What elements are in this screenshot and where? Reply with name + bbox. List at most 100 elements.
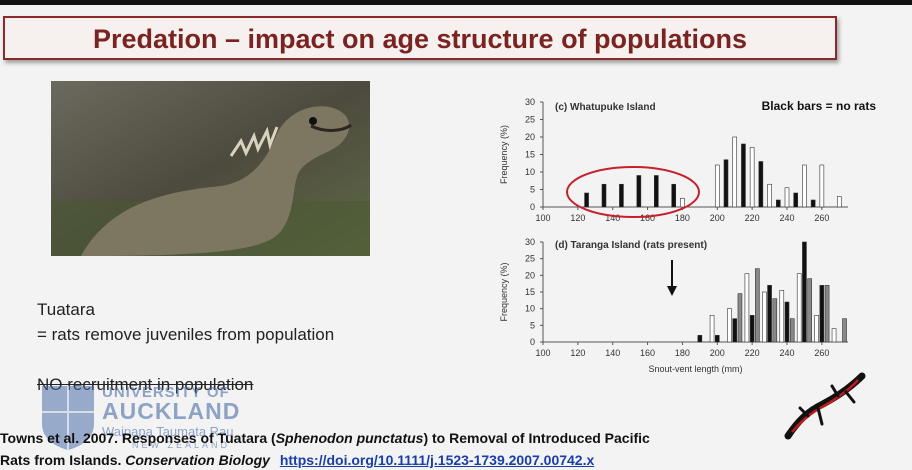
chart-title: (c) Whatupuke Island: [555, 102, 656, 113]
x-axis-label: Snout-vent length (mm): [648, 364, 742, 374]
bar: [810, 199, 816, 208]
x-tick-label: 260: [814, 213, 829, 223]
x-tick-label: 200: [710, 213, 725, 223]
logo-line-3: Waipapa Taumata Rau: [102, 424, 234, 439]
y-tick-label: 25: [525, 115, 535, 125]
tuatara-photo: [51, 81, 370, 256]
text-line-1: Tuatara: [37, 300, 95, 319]
bar: [601, 183, 607, 208]
y-tick-label: 20: [525, 132, 535, 142]
y-tick-label: 15: [525, 287, 535, 297]
title-box: Predation – impact on age structure of p…: [3, 16, 837, 60]
bar: [836, 196, 842, 208]
y-tick-label: 30: [525, 97, 535, 107]
bar: [819, 164, 825, 208]
bar: [807, 278, 812, 343]
x-tick-label: 200: [710, 348, 725, 358]
bar: [831, 328, 837, 343]
bar: [819, 285, 825, 343]
bar: [796, 273, 802, 343]
bar: [584, 192, 589, 208]
citation-line-2: Rats from Islands. Conservation Biology …: [0, 452, 594, 468]
chart-title: (d) Taranga Island (rats present): [555, 240, 707, 251]
bar: [653, 175, 659, 208]
x-tick-label: 160: [640, 213, 655, 223]
y-tick-label: 15: [525, 150, 535, 160]
x-tick-label: 100: [535, 348, 550, 358]
y-tick-label: 5: [530, 320, 535, 330]
bar: [775, 199, 781, 208]
y-tick-label: 10: [525, 304, 535, 314]
y-tick-label: 30: [525, 237, 535, 247]
citation-line-1: Towns et al. 2007. Responses of Tuatara …: [0, 430, 650, 446]
logo-line-4: NEW ZEALAND: [132, 440, 231, 450]
x-tick-label: 140: [605, 348, 620, 358]
university-logo: UNIVERSITY OF AUCKLAND Waipapa Taumata R…: [40, 384, 260, 454]
x-tick-label: 260: [814, 348, 829, 358]
logo-line-2: AUCKLAND: [102, 398, 241, 424]
y-tick-label: 0: [530, 202, 535, 212]
bar: [744, 273, 750, 343]
x-tick-label: 100: [535, 213, 550, 223]
x-tick-label: 120: [570, 348, 585, 358]
bar: [714, 164, 720, 208]
y-axis-label: Frequency (%): [499, 262, 509, 321]
bar: [772, 298, 778, 343]
text-line-2: = rats remove juveniles from population: [37, 325, 335, 344]
doi-link[interactable]: https://doi.org/10.1111/j.1523-1739.2007…: [279, 452, 595, 468]
bar: [749, 315, 755, 343]
bar: [749, 147, 755, 208]
y-tick-label: 10: [525, 167, 535, 177]
x-tick-label: 120: [570, 213, 585, 223]
citation-text-end: ) to Removal of Introduced Pacific: [423, 430, 650, 446]
journal-name: Conservation Biology: [125, 452, 270, 468]
bar: [758, 161, 764, 208]
logo-line-1: UNIVERSITY OF: [102, 384, 230, 401]
chart-taranga: 0 5 10 15 20 25 30 100 120 140 160 180 200 220 240 260 (…: [499, 237, 848, 374]
citation-line2-text: Rats from Islands.: [0, 452, 126, 468]
x-tick-label: 160: [640, 348, 655, 358]
bar: [767, 183, 772, 208]
down-arrow-head: [667, 286, 677, 296]
y-tick-label: 20: [525, 270, 535, 280]
y-tick-label: 25: [525, 254, 535, 264]
bar: [671, 183, 677, 208]
y-axis-label: Frequency (%): [499, 125, 509, 184]
bar: [727, 308, 732, 343]
bar: [779, 290, 785, 343]
x-tick-label: 240: [779, 213, 794, 223]
bar: [619, 183, 624, 208]
bar: [636, 175, 642, 208]
bar: [697, 335, 703, 343]
bar: [793, 192, 799, 208]
bar: [737, 293, 743, 343]
y-tick-label: 5: [530, 185, 535, 195]
bar: [784, 187, 790, 208]
bar: [762, 291, 767, 343]
bar: [741, 143, 746, 208]
x-tick-label: 180: [675, 213, 690, 223]
bar: [714, 335, 720, 343]
bar: [824, 285, 830, 343]
crest-icon: [42, 386, 94, 450]
bar: [709, 315, 715, 343]
bar: [732, 318, 738, 343]
bar: [723, 159, 729, 208]
bar: [680, 197, 685, 208]
species-name: Sphenodon punctatus: [275, 430, 424, 446]
chart-whatupuke: 0 5 10 15 20 25 30 100 120 140 160 180 200 220 240 260 (…: [499, 97, 876, 223]
slide-title: Predation – impact on age structure of p…: [92, 24, 748, 54]
x-tick-label: 140: [605, 213, 620, 223]
x-tick-label: 240: [779, 348, 794, 358]
x-tick-label: 220: [745, 348, 760, 358]
x-tick-label: 220: [745, 213, 760, 223]
top-bar: [0, 0, 912, 5]
legend-note: Black bars = no rats: [762, 99, 877, 113]
y-tick-label: 0: [530, 337, 535, 347]
bar: [767, 285, 772, 343]
bar: [814, 315, 819, 343]
bar: [789, 318, 795, 343]
bar: [755, 268, 760, 343]
bar: [842, 318, 847, 343]
lizard-logo-icon: [784, 372, 866, 440]
